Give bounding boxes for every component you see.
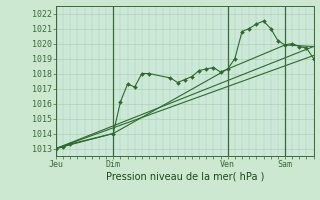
X-axis label: Pression niveau de la mer( hPa ): Pression niveau de la mer( hPa ) <box>106 172 264 182</box>
